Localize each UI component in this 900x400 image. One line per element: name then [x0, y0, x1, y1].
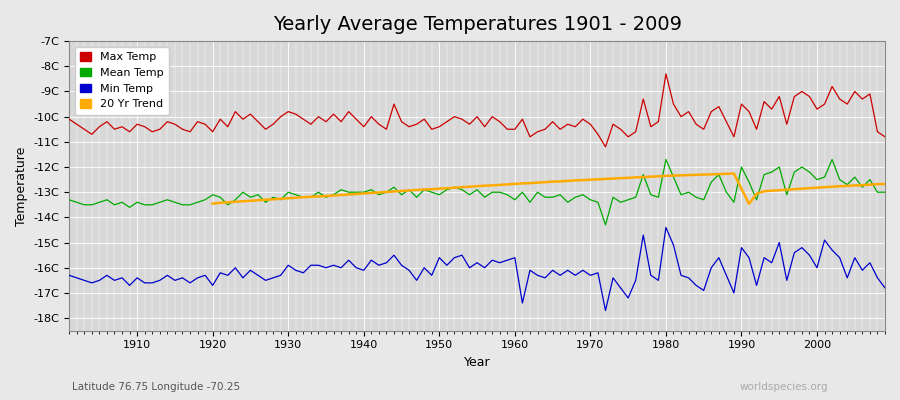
Text: Latitude 76.75 Longitude -70.25: Latitude 76.75 Longitude -70.25 — [72, 382, 240, 392]
X-axis label: Year: Year — [464, 356, 490, 369]
Title: Yearly Average Temperatures 1901 - 2009: Yearly Average Temperatures 1901 - 2009 — [273, 15, 681, 34]
Text: worldspecies.org: worldspecies.org — [740, 382, 828, 392]
Y-axis label: Temperature: Temperature — [15, 146, 28, 226]
Legend: Max Temp, Mean Temp, Min Temp, 20 Yr Trend: Max Temp, Mean Temp, Min Temp, 20 Yr Tre… — [75, 47, 169, 115]
